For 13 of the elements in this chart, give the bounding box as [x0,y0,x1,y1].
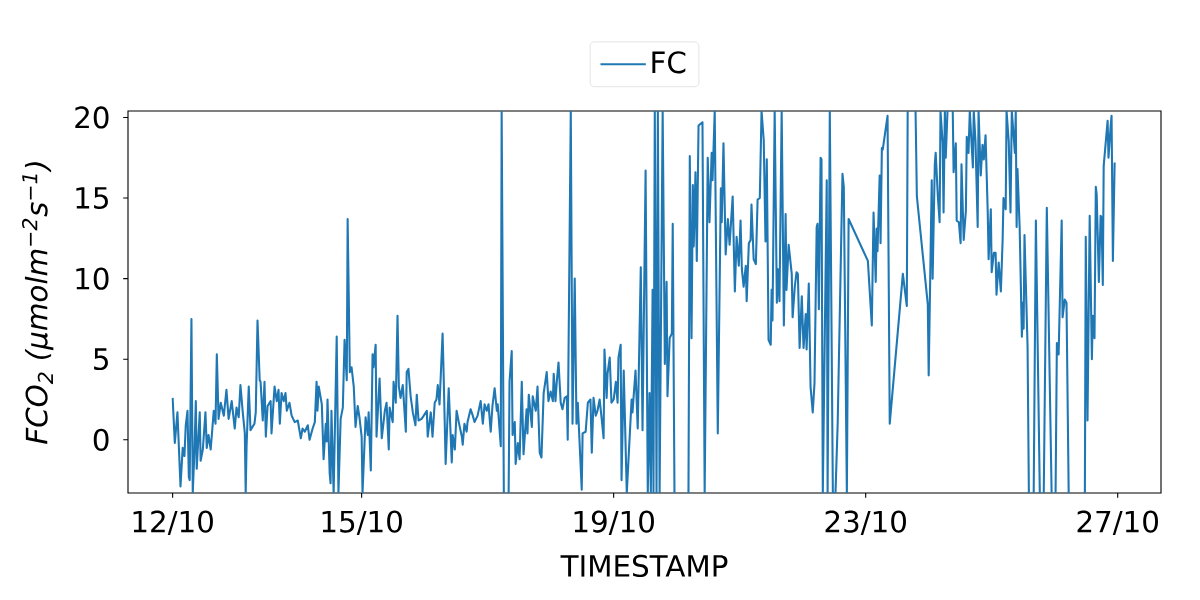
x-axis-title: TIMESTAMP [560,554,728,578]
y-tick-label: 20 [75,106,109,129]
legend-label: FC [652,51,686,74]
x-tick-label: 15/10 [322,510,402,535]
x-tick-label: 19/10 [574,510,654,535]
x-tick-label: 27/10 [1077,510,1158,535]
y-tick-label: 0 [93,428,109,451]
x-tick-label: 12/10 [133,510,213,535]
y-tick-label: 10 [76,267,109,290]
x-tick-label: 23/10 [825,510,906,535]
y-tick-label: 15 [76,187,108,209]
y-axis-title: FCO$_{2}$ (μmolm$^{−2}$s$^{−1}$) [21,162,54,444]
y-tick-label: 5 [94,348,108,371]
